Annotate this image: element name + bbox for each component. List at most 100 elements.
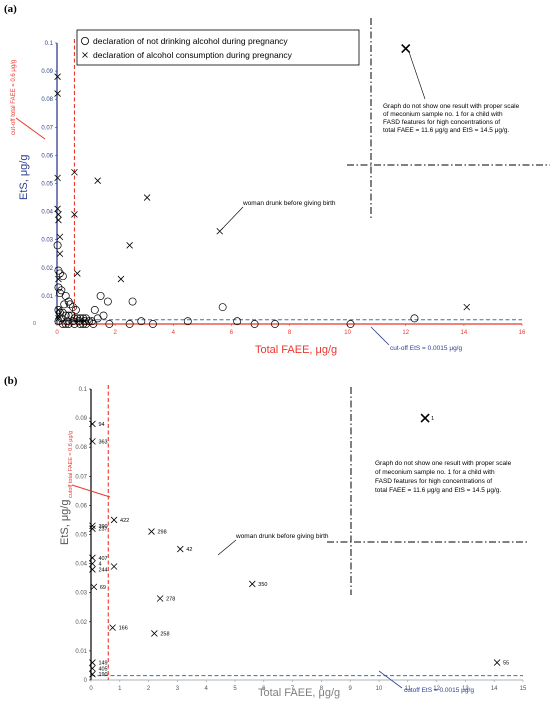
x-tick-label-b-9: 9: [349, 686, 353, 692]
point-a-circle-55: [346, 320, 355, 328]
y-tick-label-a-3: 0.03: [41, 238, 53, 244]
point-b-x-2: [89, 522, 96, 530]
point-label-b-4: 407: [98, 556, 107, 562]
x-tick-label-b-5: 5: [233, 686, 237, 692]
point-a-x-12: [71, 168, 78, 176]
cutoff-y-label-a-pointer: [370, 326, 390, 346]
y-tick-label-b-10: 0.1: [79, 387, 88, 393]
x-tick-label-b-13: 13: [462, 686, 469, 692]
point-a-circle-31: [54, 317, 63, 326]
point-a-circle-46: [105, 320, 114, 328]
woman-note-a: woman drunk before giving birth: [242, 200, 336, 207]
y-tick-label-a-10: 0.1: [45, 41, 54, 47]
outlier-note-a-line-3: FASD features for high concentrations of: [383, 119, 500, 126]
x-tick-label-b-2: 2: [147, 686, 151, 692]
y-tick-label-b-4: 0.04: [75, 562, 87, 568]
point-a-circle-43: [128, 297, 137, 306]
point-a-x-3: [54, 205, 61, 213]
woman-note-b-pointer: [217, 539, 237, 556]
point-a-circle-0: [53, 241, 62, 250]
point-a-x-8: [55, 275, 62, 283]
x-tick-label-b-10: 10: [376, 686, 383, 692]
x-tick-label-b-11: 11: [405, 686, 412, 692]
x-tick-label-a-6: 12: [402, 330, 409, 336]
y-tick-label-a-6: 0.06: [41, 153, 53, 159]
point-a-x-15: [94, 177, 101, 184]
point-b-x-5: [89, 560, 96, 567]
x-tick-label-b-12: 12: [433, 686, 440, 692]
point-a-x-21: [401, 44, 411, 54]
x-tick-label-a-8: 16: [519, 330, 526, 336]
point-b-x-11: [110, 516, 118, 524]
point-label-b-14: 298: [157, 530, 166, 536]
point-b-x-7: [90, 583, 98, 591]
cutoff-y-label-b-pointer: [378, 670, 403, 689]
point-a-circle-54: [271, 320, 279, 328]
point-label-b-6: 244: [98, 567, 107, 573]
x-tick-label-a-4: 8: [288, 330, 292, 336]
point-label-b-5: 4: [98, 562, 101, 568]
cutoff-x-label-a-pointer: [15, 117, 46, 140]
outlier-note-a-pointer: [408, 51, 426, 100]
point-a-x-16: [143, 194, 151, 201]
point-a-circle-33: [64, 320, 73, 328]
point-a-x-13: [71, 211, 78, 218]
y-tick-label-a-5: 0.05: [41, 182, 53, 188]
point-a-x-20: [463, 303, 471, 311]
panel-a: (a) 0.01 0.02 0.03 0.04 0.05 0.06 0.07 0.08 0.09…: [4, 3, 550, 356]
point-b-x-8: [89, 659, 96, 666]
outlier-note-b-line-3: FASD features for high concentrations of: [375, 478, 492, 485]
legend-a: declaration of not drinking alcohol duri…: [76, 29, 360, 66]
point-a-circle-2: [55, 269, 64, 278]
legend-a-entry-drinking: declaration of alcohol consumption durin…: [93, 50, 293, 60]
point-b-x-10: [89, 670, 96, 678]
legend-a-x-marker: [82, 52, 88, 58]
point-b-x-13: [109, 624, 116, 631]
point-a-circle-56: [410, 314, 419, 323]
point-a-circle-16: [61, 311, 70, 320]
point-b-x-12: [110, 563, 118, 570]
point-a-circle-49: [148, 320, 157, 328]
point-b-x-20: [420, 413, 430, 423]
point-a-x-2: [54, 174, 61, 182]
point-b-x-15: [176, 545, 184, 553]
y-tick-label-a-1: 0.01: [41, 294, 53, 300]
outlier-note-b-line-1: Graph do not show one result with proper…: [375, 460, 512, 467]
point-b-x-4: [89, 554, 96, 562]
legend-a-circle-marker: [81, 37, 90, 46]
point-label-b-0: 94: [98, 422, 104, 428]
x-tick-label-a-2: 4: [172, 330, 176, 336]
point-label-b-15: 42: [186, 547, 192, 553]
point-a-circle-34: [70, 320, 79, 328]
point-a-circle-44: [90, 306, 99, 314]
y-tick-label-a-9: 0.09: [41, 69, 53, 75]
point-a-circle-10: [66, 300, 75, 309]
x-tick-label-a-7: 14: [461, 330, 468, 336]
y-tick-label-b-0: 0: [84, 678, 88, 684]
y-tick-label-b-8: 0.08: [75, 445, 87, 451]
x-tick-label-a-3: 6: [230, 330, 234, 336]
point-a-circle-7: [61, 291, 70, 300]
point-a-x-14: [74, 270, 81, 277]
point-a-circle-38: [61, 320, 70, 328]
y-tick-label-b-3: 0.03: [75, 591, 87, 597]
point-b-x-9: [89, 665, 96, 672]
x-tick-label-b-3: 3: [176, 686, 180, 692]
woman-note-b: woman drunk before giving birth: [235, 533, 329, 540]
point-b-x-0: [89, 420, 96, 428]
outlier-note-a-line-1: Graph do not show one result with proper…: [383, 103, 520, 110]
panel-b-label: (b): [4, 375, 18, 387]
point-label-b-2: 390: [98, 524, 107, 530]
point-b-x-1: [89, 438, 96, 445]
panel-a-marks: [53, 44, 471, 328]
panel-a-axes: 0.01 0.02 0.03 0.04 0.05 0.06 0.07 0.08 0.09 0.1 0…: [41, 39, 526, 336]
point-a-circle-5: [54, 283, 63, 292]
point-a-circle-41: [103, 297, 112, 306]
point-a-x-18: [117, 275, 125, 283]
y-tick-label-a-4: 0.04: [41, 210, 53, 216]
point-a-x-5: [55, 216, 62, 224]
point-label-b-9: 405: [98, 666, 107, 672]
point-a-x-4: [55, 211, 62, 218]
